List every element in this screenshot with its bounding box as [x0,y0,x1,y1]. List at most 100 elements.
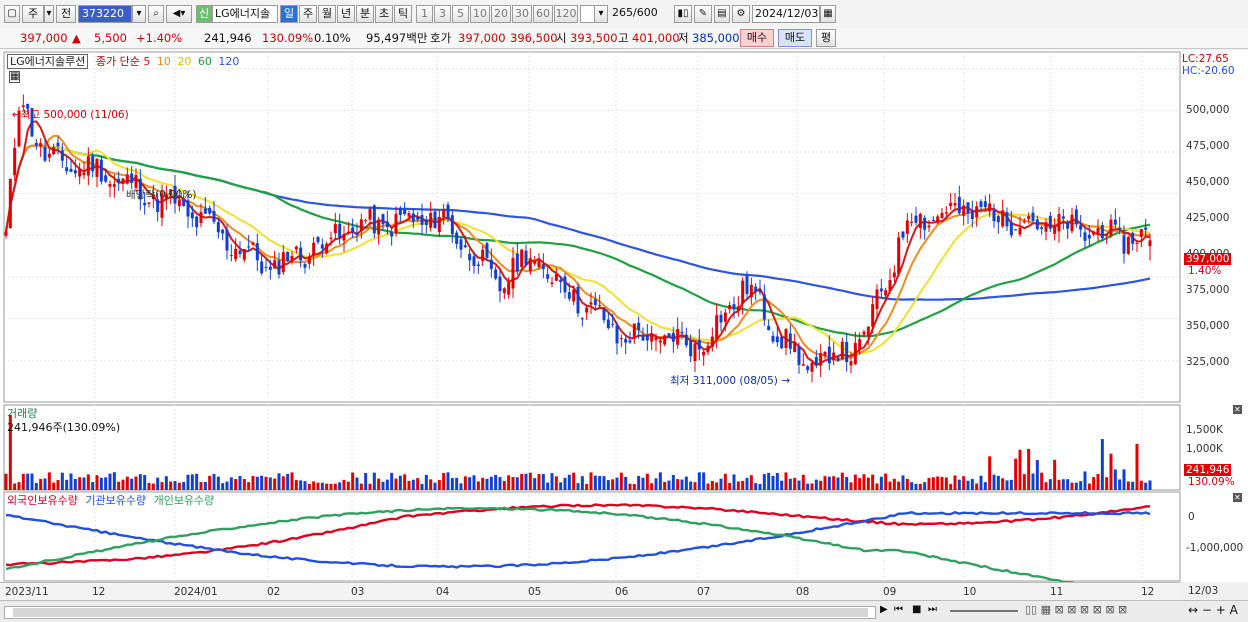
save-icon[interactable]: ▤ [714,5,730,23]
interval-dropdown-icon[interactable]: ▾ [594,5,608,23]
volume-bar [1131,481,1135,490]
candle-body [537,260,541,268]
volume-bar [793,478,797,490]
tab-month[interactable]: 월 [318,5,336,23]
volume-bar [472,475,476,490]
candle-body [853,342,857,365]
volume-bar [177,482,181,490]
gear-icon[interactable]: ⚙ [732,5,750,23]
volume-bar [203,481,207,490]
end-date-label: 12/03 [1188,585,1219,597]
volume-bar [1105,477,1109,490]
legend-individual[interactable]: 개인보유수량 [153,494,215,507]
mode-select[interactable]: 주 [22,5,44,23]
zoom-slider[interactable] [950,610,1018,612]
sound-icon[interactable]: ◀▾ [166,5,192,23]
candle-body [546,274,550,279]
zoom-controls[interactable]: ↔ − + A [1188,603,1238,617]
volume-bar [689,481,693,490]
holdings-ytick: -1,000,000 [1186,542,1244,554]
tab-minute[interactable]: 분 [356,5,374,23]
legend-institution[interactable]: 기관보유수량 [85,494,147,507]
interval-3[interactable]: 3 [434,5,451,23]
candle-body [849,361,853,366]
candle-body [1066,221,1070,229]
prev-mode-button[interactable]: 전 [56,5,76,23]
tab-day[interactable]: 일 [280,5,298,23]
candle-body [758,290,762,293]
buy-button[interactable]: 매수 [740,29,774,47]
high-value: 401,000 [632,31,680,45]
volume-bar [60,472,64,490]
stock-legend-name[interactable]: LG에너지솔루션 [7,54,89,69]
forward-icon[interactable]: ⏭ [928,604,937,615]
volume-bar [676,479,680,490]
price-ytick: 450,000 [1186,176,1230,188]
chevron-down-icon[interactable]: ▾ [44,5,54,23]
close-icon[interactable]: ✕ [1233,493,1242,502]
legend-foreign[interactable]: 외국인보유수량 [7,494,78,507]
volume-bar [307,483,311,490]
play-icon[interactable]: ▶ [880,604,888,615]
interval-60[interactable]: 60 [533,5,553,23]
interval-10[interactable]: 10 [470,5,490,23]
search-icon[interactable]: ⌕ [148,5,164,23]
open-label: 시 [556,31,567,45]
date-input[interactable]: 2024/12/03 [752,5,820,23]
candle-body [216,222,220,233]
volume-bar [554,476,558,490]
candle-body [1092,231,1096,235]
count-display[interactable]: 265/600 [612,5,668,23]
date-label: 2024/01 [174,586,218,598]
candle-body [151,194,155,199]
table-icon[interactable]: ▦ [9,71,21,83]
chart-svg[interactable] [0,50,1248,582]
tab-second[interactable]: 초 [375,5,393,23]
avg-button[interactable]: 평 [816,29,836,47]
candle-body [255,243,259,261]
sell-button[interactable]: 매도 [778,29,812,47]
candle-body [615,325,619,344]
candle-body [684,334,688,346]
close-icon[interactable]: ✕ [1233,405,1242,414]
candle-body [1087,234,1091,239]
code-input[interactable]: 373220 [78,5,132,23]
window-icon[interactable]: ▢ [4,5,20,23]
candle-body [277,260,281,275]
tab-year[interactable]: 년 [337,5,355,23]
layout-icons[interactable]: ▯▯ ▦ ⊠ ⊠ ⊠ ⊠ ⊠ ⊠ [1025,603,1128,616]
pen-icon[interactable]: ✎ [694,5,712,23]
interval-30[interactable]: 30 [512,5,532,23]
volume-value: 241,946 [204,31,252,45]
volume-bar [996,475,1000,490]
candle-body [806,366,810,371]
interval-20[interactable]: 20 [491,5,511,23]
candle-body [160,193,164,218]
candle-body [788,333,792,349]
scroll-track[interactable] [4,606,876,619]
candle-icon[interactable]: ▮▯ [674,5,692,23]
volume-title[interactable]: 거래량 [7,407,38,420]
interval-5[interactable]: 5 [452,5,469,23]
volume-bar [173,481,177,490]
volume-bar [875,483,879,490]
tab-week[interactable]: 주 [299,5,317,23]
volume-bar [866,477,870,490]
volume-bar [1001,478,1005,490]
candle-body [359,219,363,231]
interval-120[interactable]: 120 [554,5,578,23]
scroll-thumb[interactable] [13,608,868,617]
stock-name[interactable]: LG에너지솔 [212,5,278,23]
stop-icon[interactable]: ■ [912,604,922,615]
interval-1[interactable]: 1 [416,5,433,23]
calendar-icon[interactable]: ▦ [820,5,836,23]
tab-tick[interactable]: 틱 [394,5,412,23]
code-dropdown-icon[interactable]: ▾ [132,5,146,23]
price-ytick: 350,000 [1186,320,1230,332]
bottom-bar: ▶ ⏮ ■ ⏭ ▯▯ ▦ ⊠ ⊠ ⊠ ⊠ ⊠ ⊠ ↔ − + A [0,600,1248,622]
candle-body [676,328,680,345]
rewind-icon[interactable]: ⏮ [894,604,903,615]
volume-bar [164,476,168,490]
candle-body [1096,228,1100,235]
candle-body [884,290,888,296]
